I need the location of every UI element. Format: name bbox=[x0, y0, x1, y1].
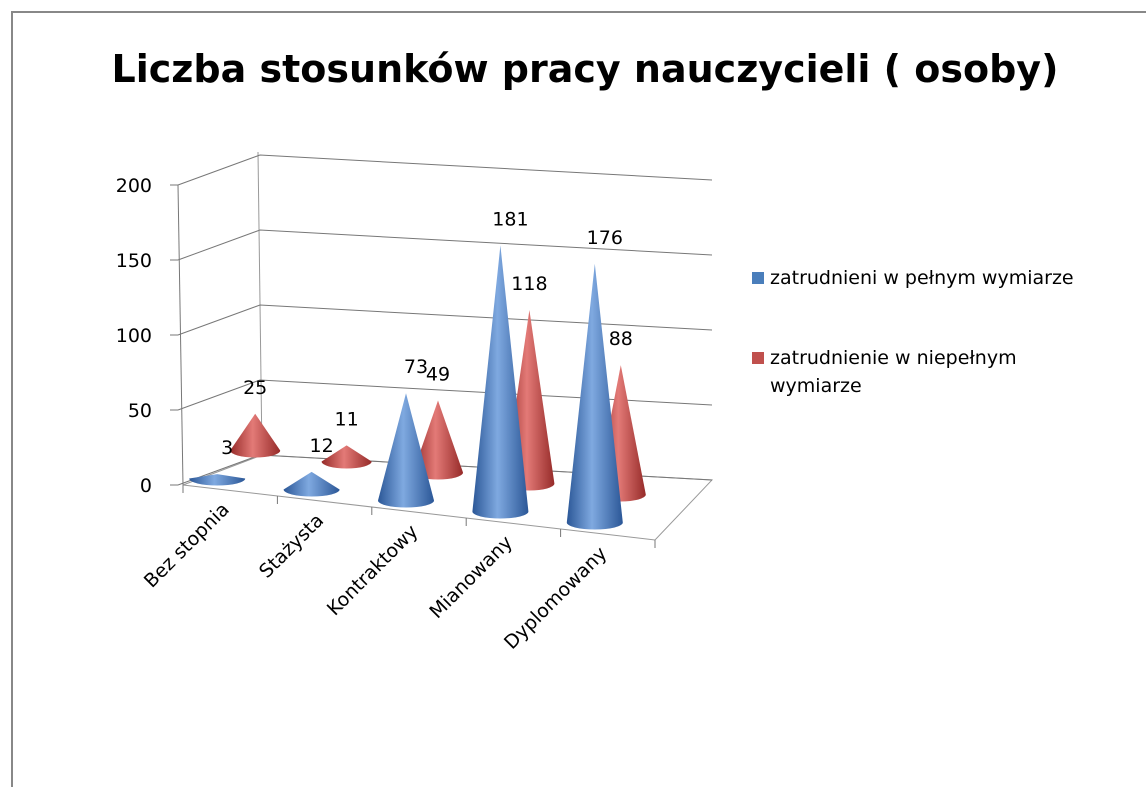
y-tick-label: 200 bbox=[116, 175, 152, 197]
data-label: 3 bbox=[221, 437, 233, 459]
x-tick-label: Kontraktowy bbox=[323, 520, 423, 620]
y-tick-label: 150 bbox=[116, 250, 152, 272]
data-label: 73 bbox=[404, 356, 428, 378]
cone bbox=[413, 400, 463, 480]
legend-swatch bbox=[752, 352, 764, 364]
cone bbox=[230, 413, 281, 458]
wall-edge bbox=[257, 151, 263, 456]
x-tick-label: Stażysta bbox=[255, 509, 328, 582]
frame bbox=[11, 11, 1146, 787]
x-tick-label: Bez stopnia bbox=[140, 498, 234, 592]
y-tick-label: 50 bbox=[128, 400, 152, 422]
data-label: 118 bbox=[511, 273, 547, 295]
cone bbox=[321, 445, 372, 469]
data-label: 176 bbox=[587, 227, 623, 249]
data-label: 88 bbox=[609, 328, 633, 350]
chart-title: Liczba stosunków pracy nauczycieli ( oso… bbox=[112, 47, 1059, 91]
legend-swatch bbox=[752, 272, 764, 284]
cone bbox=[283, 471, 340, 497]
grid-line bbox=[177, 379, 713, 411]
y-axis bbox=[177, 184, 184, 486]
x-tick-label: Dyplomowany bbox=[500, 542, 611, 653]
data-label: 49 bbox=[426, 363, 450, 385]
cone bbox=[189, 474, 246, 486]
data-label: 181 bbox=[492, 208, 528, 230]
data-label: 12 bbox=[310, 435, 334, 457]
legend-label: zatrudnienie w niepełnym wymiarze bbox=[770, 347, 1017, 397]
x-tick-label: Mianowany bbox=[425, 531, 517, 623]
y-tick-label: 0 bbox=[140, 475, 152, 497]
grid-line bbox=[177, 154, 713, 186]
cone bbox=[566, 263, 623, 530]
grid-line bbox=[177, 229, 713, 261]
data-label: 25 bbox=[243, 377, 267, 399]
grid-line bbox=[177, 304, 713, 336]
data-label: 11 bbox=[335, 408, 359, 430]
cone bbox=[378, 393, 435, 508]
legend-label: zatrudnieni w pełnym wymiarze bbox=[770, 267, 1074, 289]
cone bbox=[472, 245, 529, 519]
y-tick-label: 100 bbox=[116, 325, 152, 347]
